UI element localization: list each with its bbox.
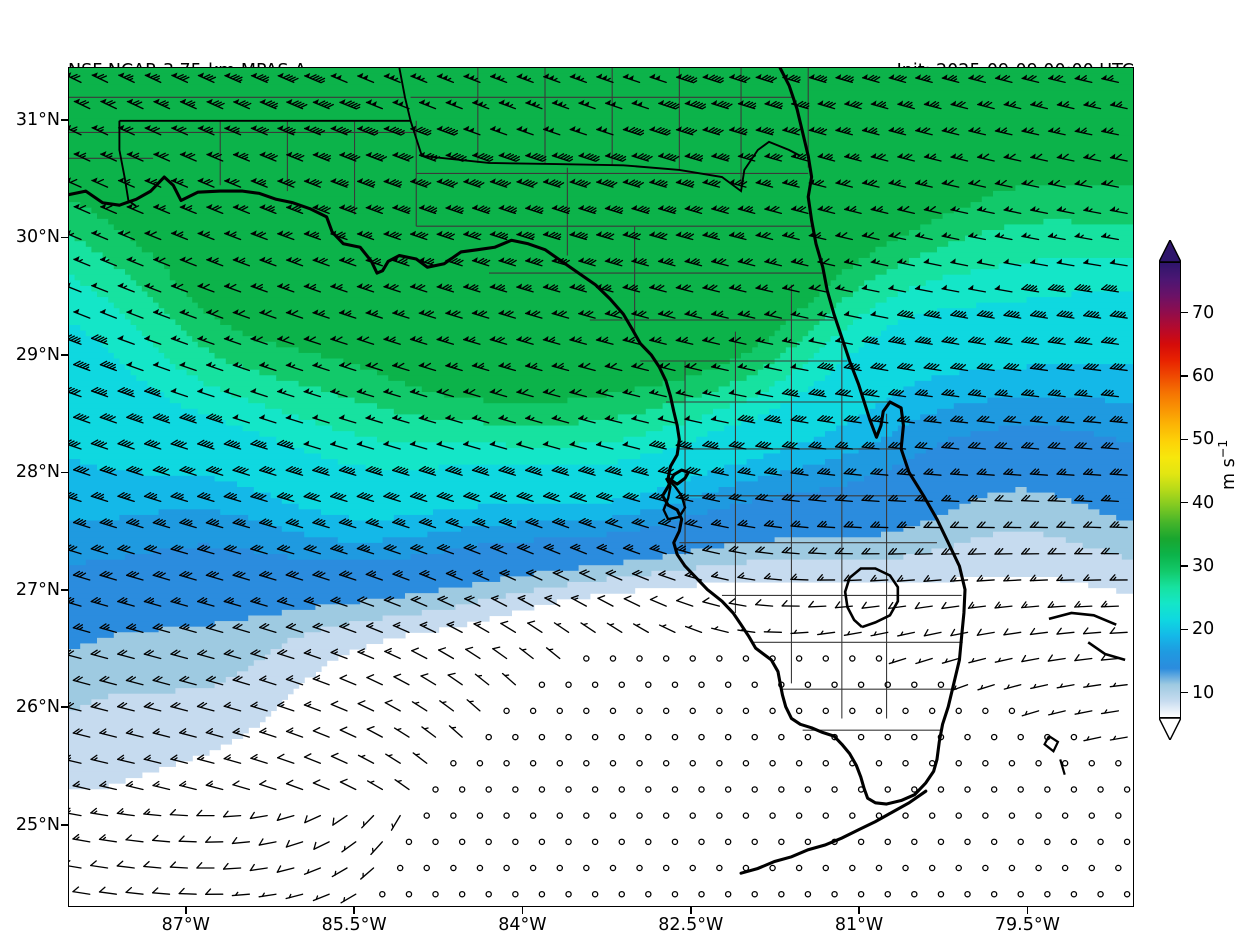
colorbar-tick-mark [1181,628,1188,631]
colorbar-units-label: m s−1 [1215,439,1239,490]
lat-tick-label: 28°N [15,462,60,483]
lon-tick-mark [858,907,860,914]
map-geography-overlay [69,68,1126,875]
colorbar-tick-mark [1181,691,1188,694]
colorbar-tick-label: 10 [1192,682,1215,703]
lat-tick-mark [61,236,68,239]
lat-tick-mark [61,471,68,474]
lon-tick-label: 79.5°W [994,915,1060,935]
lon-tick-mark [1026,907,1029,914]
lat-tick-label: 26°N [15,697,60,718]
lon-tick-mark [185,907,187,914]
lon-tick-label: 87°W [161,915,210,935]
lon-tick-mark [353,907,355,914]
lon-tick-label: 85.5°W [321,915,387,935]
colorbar-max-extend-arrow [1159,240,1181,262]
colorbar-tick-mark [1181,311,1188,314]
lon-tick-mark [689,907,692,914]
lat-tick-mark [61,119,68,121]
colorbar-tick-mark [1181,438,1188,441]
lon-tick-label: 84°W [498,915,547,935]
lat-tick-label: 29°N [15,344,60,365]
lat-tick-mark [61,588,68,591]
colorbar-tick-label: 60 [1192,366,1215,386]
colorbar-tick-label: 70 [1192,302,1215,323]
map-plot-area[interactable] [68,67,1134,907]
lat-tick-label: 31°N [15,109,60,130]
lat-tick-label: 25°N [15,814,60,835]
colorbar-tick-mark [1181,565,1188,567]
colorbar-tick-label: 20 [1192,619,1215,640]
colorbar-tick-label: 50 [1192,429,1215,450]
lat-tick-mark [61,354,68,356]
colorbar[interactable]: 10 20 30 40 50 60 70 [1159,240,1214,740]
lon-tick-mark [521,907,524,914]
colorbar-tick-label: 30 [1192,556,1215,576]
lat-tick-label: 30°N [15,227,60,248]
lat-tick-mark [61,706,68,709]
lon-tick-label: 82.5°W [658,915,724,935]
colorbar-min-extend-arrow [1159,718,1181,740]
colorbar-tick-mark [1181,501,1188,504]
colorbar-tick-label: 40 [1192,492,1215,513]
lon-tick-label: 81°W [834,915,884,935]
colorbar-tick-mark [1181,375,1188,377]
lat-tick-label: 27°N [15,579,60,600]
lat-tick-mark [61,823,68,826]
colorbar-gradient [1159,262,1181,718]
map-plot-inner [69,68,1133,906]
wind-barbs-overlay [69,72,1131,904]
